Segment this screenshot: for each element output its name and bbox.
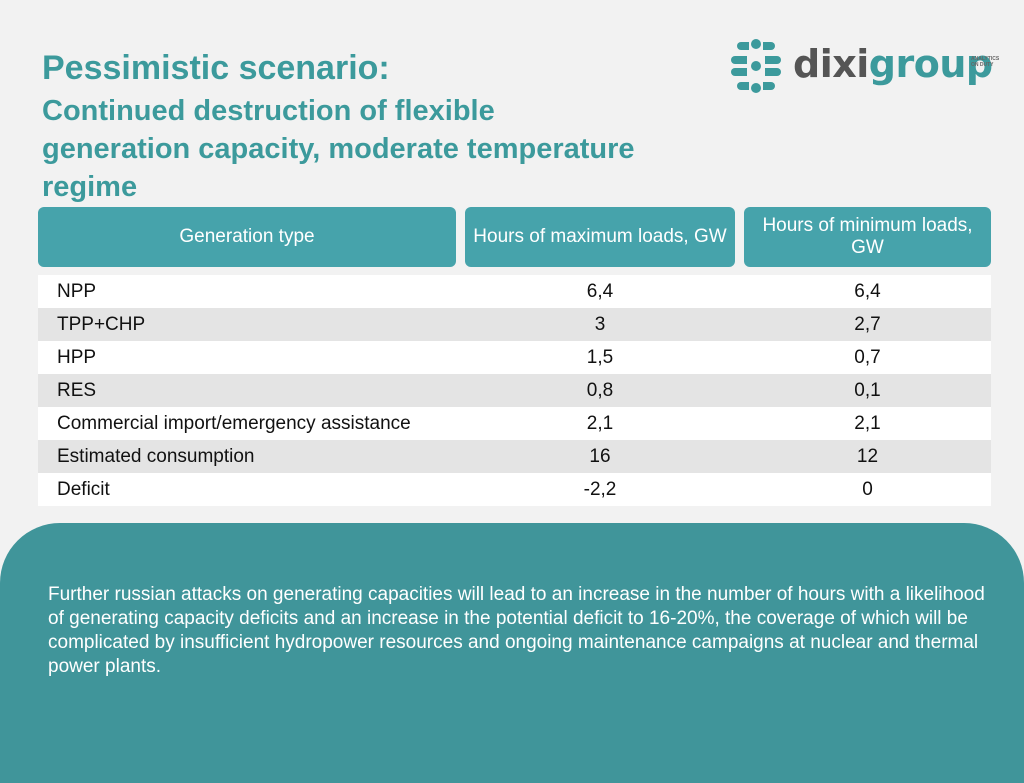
- dixigroup-logo-icon: [731, 39, 781, 93]
- table-row: NPP 6,4 6,4: [38, 275, 991, 308]
- page-title: Pessimistic scenario:: [42, 49, 390, 87]
- subtitle-line-2: generation capacity, moderate temperatur…: [42, 133, 635, 203]
- row-min-value: 2,7: [854, 314, 881, 335]
- table-row: Commercial import/emergency assistance 2…: [38, 407, 991, 440]
- title-block: Pessimistic scenario: Continued destruct…: [42, 48, 722, 206]
- row-max-value: -2,2: [583, 479, 617, 500]
- row-max-value: 6,4: [586, 281, 614, 302]
- row-name: Deficit: [57, 479, 110, 500]
- logo-tagline: ANALYTICS ON DUTY: [971, 56, 1000, 68]
- header-max-loads: Hours of maximum loads, GW: [465, 207, 735, 267]
- table-row: TPP+CHP 3 2,7: [38, 308, 991, 341]
- table-row: RES 0,8 0,1: [38, 374, 991, 407]
- table-body: NPP 6,4 6,4 TPP+CHP 3 2,7 HPP 1,5 0,7 RE…: [38, 275, 991, 506]
- header-min-loads: Hours of minimum loads, GW: [744, 207, 991, 267]
- row-name: HPP: [57, 347, 97, 368]
- row-name: TPP+CHP: [57, 314, 146, 335]
- row-min-value: 0: [862, 479, 873, 500]
- table-row: HPP 1,5 0,7: [38, 341, 991, 374]
- row-max-value: 0,8: [586, 380, 614, 401]
- page-subtitle: Continued destruction of flexible genera…: [42, 92, 722, 206]
- row-max-value: 1,5: [586, 347, 614, 368]
- row-max-value: 2,1: [586, 413, 614, 434]
- subtitle-line-1: Continued destruction of flexible: [42, 95, 495, 127]
- logo-wordmark: dixigroup: [793, 42, 993, 86]
- dixigroup-logo: dixigroup ANALYTICS ON DUTY: [727, 38, 999, 94]
- row-min-value: 12: [856, 446, 879, 467]
- logo-word-dixi: dixi: [793, 42, 869, 86]
- row-name: Commercial import/emergency assistance: [57, 413, 411, 434]
- logo-word-group: group: [868, 42, 993, 86]
- row-min-value: 0,1: [854, 380, 881, 401]
- summary-panel: Further russian attacks on generating ca…: [0, 523, 1024, 783]
- row-max-value: 3: [594, 314, 606, 335]
- table-header-row: Generation type Hours of maximum loads, …: [38, 207, 991, 267]
- generation-table: Generation type Hours of maximum loads, …: [38, 207, 991, 506]
- row-min-value: 6,4: [854, 281, 881, 302]
- row-max-value: 16: [589, 446, 611, 467]
- row-min-value: 0,7: [854, 347, 881, 368]
- summary-text: Further russian attacks on generating ca…: [48, 584, 985, 677]
- row-name: NPP: [57, 281, 97, 302]
- row-name: RES: [57, 380, 97, 401]
- row-min-value: 2,1: [854, 413, 881, 434]
- header-generation-type: Generation type: [38, 207, 456, 267]
- row-name: Estimated consumption: [57, 446, 255, 467]
- table-row: Deficit -2,2 0: [38, 473, 991, 506]
- table-row: Estimated consumption 16 12: [38, 440, 991, 473]
